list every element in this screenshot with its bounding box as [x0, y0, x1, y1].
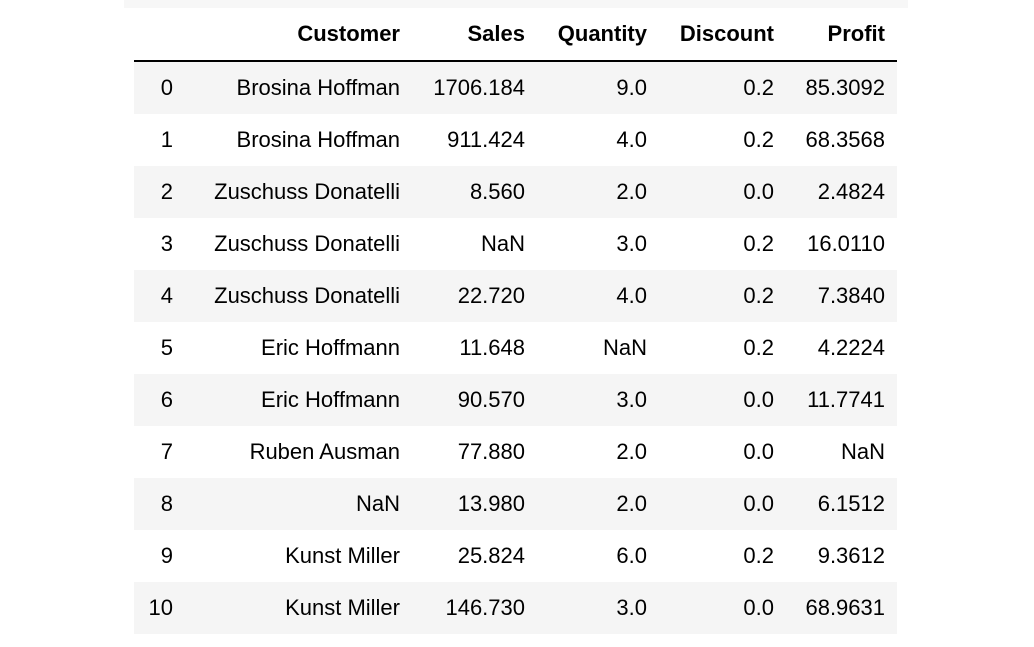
table-row: 7 Ruben Ausman 77.880 2.0 0.0 NaN	[134, 426, 897, 478]
table-row: 6 Eric Hoffmann 90.570 3.0 0.0 11.7741	[134, 374, 897, 426]
header-customer: Customer	[185, 8, 412, 62]
cell-profit: 68.9631	[805, 595, 885, 620]
cell-sales: 77.880	[457, 439, 525, 464]
cell-customer: Ruben Ausman	[249, 439, 400, 464]
header-index	[134, 8, 185, 62]
table-body: 0 Brosina Hoffman 1706.184 9.0 0.2 85.30…	[134, 61, 897, 634]
header-sales: Sales	[412, 8, 537, 62]
cell-sales: NaN	[480, 231, 525, 256]
table-row: 0 Brosina Hoffman 1706.184 9.0 0.2 85.30…	[134, 61, 897, 114]
row-index: 4	[160, 283, 173, 308]
cell-customer: Kunst Miller	[285, 543, 400, 568]
cell-quantity: 2.0	[616, 439, 647, 464]
cell-quantity: 2.0	[616, 491, 647, 516]
cell-discount: 0.0	[743, 179, 774, 204]
cell-profit: 85.3092	[805, 75, 885, 100]
cell-quantity: 6.0	[616, 543, 647, 568]
cell-customer: Brosina Hoffman	[236, 75, 400, 100]
cell-sales: 1706.184	[433, 75, 525, 100]
row-index: 0	[160, 75, 173, 100]
cell-profit: 11.7741	[807, 387, 885, 412]
cell-discount: 0.0	[743, 439, 774, 464]
cell-customer: Kunst Miller	[285, 595, 400, 620]
row-index: 6	[160, 387, 173, 412]
table-row: 9 Kunst Miller 25.824 6.0 0.2 9.3612	[134, 530, 897, 582]
table-row: 8 NaN 13.980 2.0 0.0 6.1512	[134, 478, 897, 530]
cell-discount: 0.0	[743, 491, 774, 516]
row-index: 1	[160, 127, 173, 152]
header-row: Customer Sales Quantity Discount Profit	[134, 8, 897, 62]
table-row: 2 Zuschuss Donatelli 8.560 2.0 0.0 2.482…	[134, 166, 897, 218]
cell-customer: Zuschuss Donatelli	[214, 283, 400, 308]
table-row: 4 Zuschuss Donatelli 22.720 4.0 0.2 7.38…	[134, 270, 897, 322]
cell-discount: 0.2	[743, 231, 774, 256]
row-index: 10	[148, 595, 173, 620]
cell-customer: Zuschuss Donatelli	[214, 231, 400, 256]
cell-profit: NaN	[840, 439, 885, 464]
cell-discount: 0.2	[743, 127, 774, 152]
cell-sales: 13.980	[457, 491, 525, 516]
cell-sales: 90.570	[457, 387, 525, 412]
cell-profit: 9.3612	[817, 543, 885, 568]
cell-customer: NaN	[355, 491, 400, 516]
cell-quantity: 3.0	[616, 595, 647, 620]
row-index: 2	[160, 179, 173, 204]
row-index: 9	[160, 543, 173, 568]
cell-profit: 6.1512	[817, 491, 885, 516]
table-row: 1 Brosina Hoffman 911.424 4.0 0.2 68.356…	[134, 114, 897, 166]
cell-profit: 7.3840	[817, 283, 885, 308]
cell-profit: 2.4824	[817, 179, 885, 204]
row-index: 7	[160, 439, 173, 464]
cell-sales: 25.824	[457, 543, 525, 568]
cell-discount: 0.2	[743, 75, 774, 100]
cell-quantity: 2.0	[616, 179, 647, 204]
cell-quantity: 4.0	[616, 127, 647, 152]
header-discount: Discount	[659, 8, 786, 62]
cell-discount: 0.2	[743, 543, 774, 568]
row-index: 3	[160, 231, 173, 256]
cell-quantity: NaN	[602, 335, 647, 360]
cell-sales: 911.424	[447, 127, 525, 152]
cell-quantity: 3.0	[616, 387, 647, 412]
output-top-strip	[124, 0, 908, 8]
cell-discount: 0.2	[743, 283, 774, 308]
row-index: 5	[160, 335, 173, 360]
table-row: 10 Kunst Miller 146.730 3.0 0.0 68.9631	[134, 582, 897, 634]
dataframe-output: Customer Sales Quantity Discount Profit …	[124, 0, 908, 647]
cell-discount: 0.0	[743, 595, 774, 620]
cell-sales: 11.648	[459, 335, 525, 360]
row-index: 8	[160, 491, 173, 516]
cell-customer: Eric Hoffmann	[261, 387, 400, 412]
cell-profit: 68.3568	[805, 127, 885, 152]
cell-customer: Brosina Hoffman	[236, 127, 400, 152]
cell-quantity: 3.0	[616, 231, 647, 256]
cell-quantity: 9.0	[616, 75, 647, 100]
table-row: 3 Zuschuss Donatelli NaN 3.0 0.2 16.0110	[134, 218, 897, 270]
cell-customer: Eric Hoffmann	[261, 335, 400, 360]
header-quantity: Quantity	[537, 8, 659, 62]
table-header: Customer Sales Quantity Discount Profit	[134, 8, 897, 62]
dataframe-table: Customer Sales Quantity Discount Profit …	[134, 8, 897, 634]
table-row: 5 Eric Hoffmann 11.648 NaN 0.2 4.2224	[134, 322, 897, 374]
cell-sales: 22.720	[457, 283, 525, 308]
cell-sales: 8.560	[469, 179, 525, 204]
cell-customer: Zuschuss Donatelli	[214, 179, 400, 204]
cell-quantity: 4.0	[616, 283, 647, 308]
cell-profit: 16.0110	[807, 231, 885, 256]
cell-sales: 146.730	[445, 595, 525, 620]
header-profit: Profit	[786, 8, 897, 62]
cell-discount: 0.2	[743, 335, 774, 360]
cell-discount: 0.0	[743, 387, 774, 412]
cell-profit: 4.2224	[817, 335, 885, 360]
